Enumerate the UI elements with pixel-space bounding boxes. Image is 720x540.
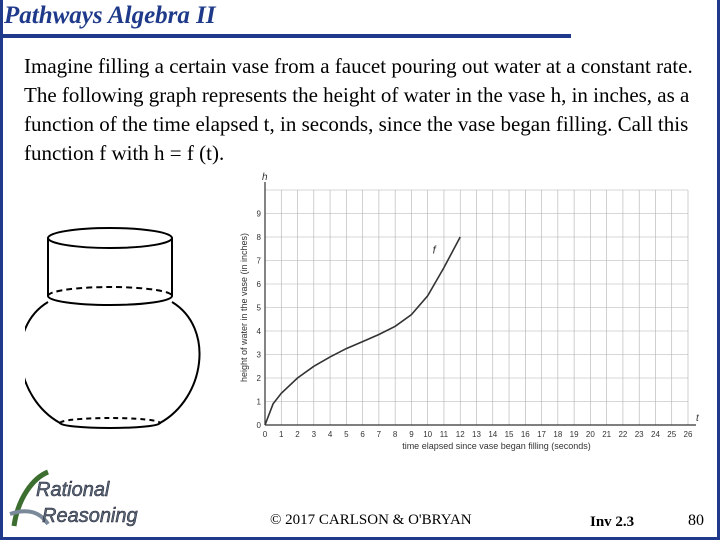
- y-axis-variable: h: [262, 172, 268, 183]
- y-tick-labels: 0 1 2 3 4 5 6 7 8 9: [257, 210, 262, 431]
- copyright-text: © 2017 CARLSON & O'BRYAN: [270, 512, 472, 528]
- x-tick-label: 5: [344, 430, 349, 439]
- x-tick-labels: 0 1 2 3 4 5 6 7 8 9 10 11 12 13 14 15 16 17 18 19 20 21 22 23 24…: [263, 430, 693, 439]
- x-tick-label: 13: [472, 430, 481, 439]
- x-axis-variable: t: [696, 413, 700, 424]
- investigation-label: Inv 2.3: [590, 514, 635, 530]
- x-tick-label: 20: [586, 430, 595, 439]
- rational-reasoning-logo: Rational Reasoning: [9, 469, 138, 527]
- y-tick-label: 9: [257, 210, 262, 219]
- y-tick-label: 4: [257, 327, 262, 336]
- x-tick-label: 8: [393, 430, 398, 439]
- x-tick-label: 25: [667, 430, 676, 439]
- x-tick-label: 2: [295, 430, 300, 439]
- footer-area: [3, 497, 717, 537]
- x-tick-label: 12: [456, 430, 465, 439]
- y-tick-label: 8: [257, 233, 262, 242]
- y-tick-label: 0: [257, 421, 262, 430]
- y-tick-label: 7: [257, 257, 262, 266]
- x-tick-label: 22: [618, 430, 627, 439]
- problem-paragraph: Imagine filling a certain vase from a fa…: [24, 54, 693, 165]
- x-tick-label: 21: [602, 430, 611, 439]
- x-tick-label: 26: [684, 430, 693, 439]
- x-tick-label: 6: [360, 430, 365, 439]
- x-tick-label: 16: [521, 430, 530, 439]
- x-tick-label: 17: [537, 430, 546, 439]
- y-tick-label: 3: [257, 351, 262, 360]
- series-f-label: f: [433, 244, 437, 256]
- x-tick-label: 1: [279, 430, 284, 439]
- series-f-line: [264, 236, 461, 426]
- x-tick-label: 19: [570, 430, 579, 439]
- chart-axes: [264, 182, 696, 426]
- y-tick-label: 2: [257, 374, 262, 383]
- title-underline: [0, 34, 571, 38]
- x-tick-label: 7: [377, 430, 382, 439]
- slide-title: Pathways Algebra II: [4, 2, 216, 29]
- y-axis-label: height of water in the vase (in inches): [239, 233, 249, 382]
- x-tick-label: 24: [651, 430, 660, 439]
- y-tick-label: 1: [257, 398, 262, 407]
- logo-text-reasoning: Reasoning: [42, 505, 138, 527]
- height-vs-time-graph: 0 1 2 3 4 5 6 7 8 9 10 11 12 13 14 15 16 17 18 19 20 21 22 23 24…: [239, 172, 700, 451]
- x-tick-label: 15: [505, 430, 514, 439]
- x-tick-label: 10: [423, 430, 432, 439]
- x-tick-label: 23: [635, 430, 644, 439]
- chart-grid: [265, 189, 689, 425]
- logo-text-rational: Rational: [36, 479, 110, 501]
- x-tick-label: 11: [440, 430, 449, 439]
- x-axis-label: time elapsed since vase began filling (s…: [402, 441, 591, 451]
- x-tick-label: 3: [312, 430, 317, 439]
- x-tick-label: 0: [263, 430, 268, 439]
- x-tick-label: 4: [328, 430, 333, 439]
- vase-illustration: [25, 227, 201, 429]
- x-tick-label: 14: [488, 430, 497, 439]
- y-tick-label: 6: [257, 280, 262, 289]
- x-tick-label: 18: [553, 430, 562, 439]
- x-tick-label: 9: [409, 430, 414, 439]
- page-number: 80: [688, 512, 704, 529]
- y-tick-label: 5: [257, 304, 262, 313]
